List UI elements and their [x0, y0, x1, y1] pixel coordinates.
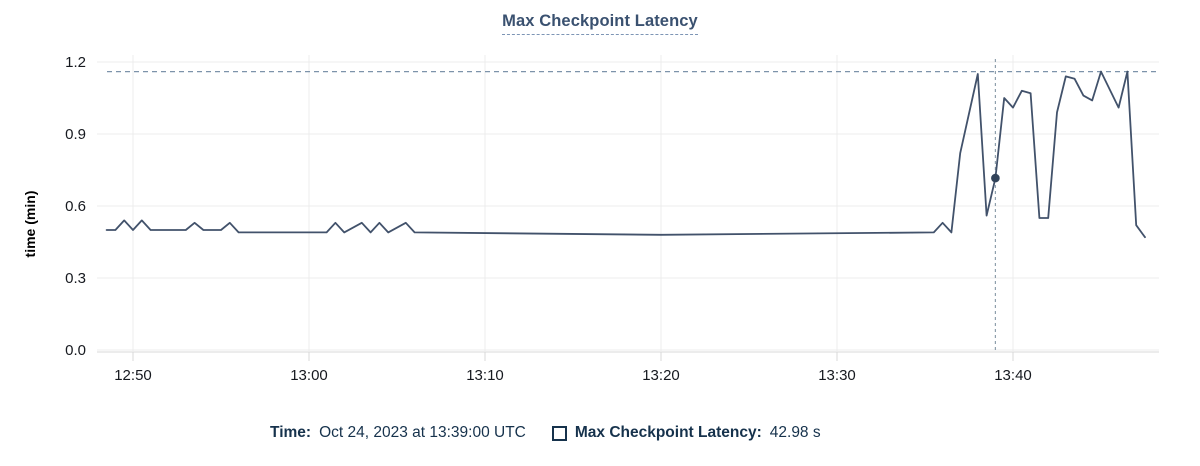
x-tick-label: 13:10 — [466, 367, 504, 384]
x-tick-label: 13:00 — [290, 367, 328, 384]
y-tick-label: 0.0 — [65, 342, 86, 359]
y-tick-label: 1.2 — [65, 54, 86, 71]
legend-color-swatch[interactable] — [551, 425, 567, 441]
legend-series-label[interactable]: Max Checkpoint Latency: — [574, 424, 762, 441]
x-tick-label: 12:50 — [114, 367, 152, 384]
tooltip-time-label: Time: — [270, 424, 312, 441]
selected-point-marker — [991, 173, 1000, 183]
y-tick-label: 0.9 — [65, 126, 86, 143]
x-tick-label: 13:20 — [642, 367, 680, 384]
tooltip-series-value: 42.98 s — [769, 424, 821, 441]
chart-header: Max Checkpoint Latency — [0, 12, 1200, 35]
y-tick-label: 0.3 — [65, 270, 86, 287]
latency-series-line — [105, 70, 1146, 239]
x-tick-label: 13:40 — [994, 367, 1032, 384]
line-chart-canvas[interactable]: 0.0 0.3 0.6 0.9 1.2 12:50 13:00 13:10 13:20 13:30… — [0, 0, 1200, 400]
x-tick-label: 13:30 — [818, 367, 856, 384]
chart-title-link[interactable]: Max Checkpoint Latency — [502, 12, 698, 35]
tooltip-time-value: Oct 24, 2023 at 13:39:00 UTC — [319, 424, 526, 441]
y-tick-label: 0.6 — [65, 198, 86, 215]
tooltip-bar: Time: Oct 24, 2023 at 13:39:00 UTC Max C… — [270, 423, 821, 443]
